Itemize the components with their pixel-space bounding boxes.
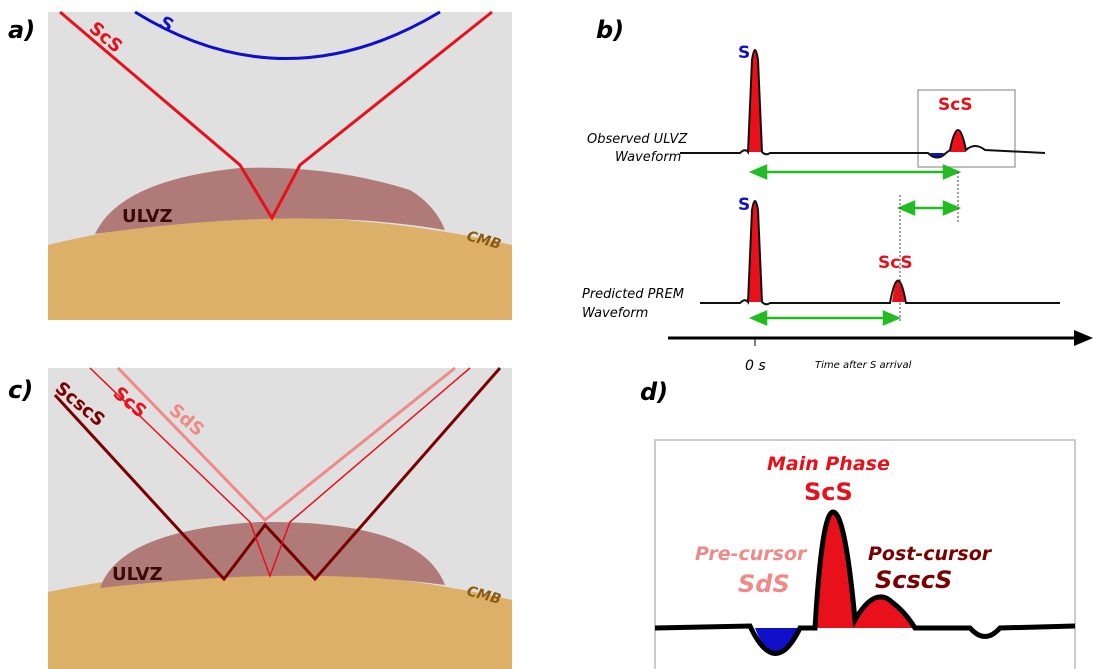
zone-label: ULVZ — [112, 564, 163, 585]
arrows — [752, 166, 958, 324]
page: a) S ScS ULVZ CMB c) ScscS ScS SdS ULVZ … — [0, 0, 1093, 669]
panel-label: d) — [640, 378, 668, 406]
axis-arrow — [1074, 330, 1093, 346]
phase-label: S — [738, 43, 750, 63]
axis-origin: 0 s — [745, 358, 766, 374]
panel-label: a) — [8, 16, 35, 44]
panel-label: b) — [596, 16, 624, 44]
zone-label: ULVZ — [122, 206, 173, 227]
core — [48, 218, 512, 321]
post-title: Post-cursor — [868, 543, 993, 565]
caption: Predicted PREM — [582, 287, 684, 302]
main-phase: ScS — [804, 478, 853, 506]
figure: a) S ScS ULVZ CMB c) ScscS ScS SdS ULVZ … — [0, 0, 1093, 669]
phase-label: ScS — [938, 95, 973, 115]
pulse-fill — [748, 201, 905, 302]
pre-phase: SdS — [738, 570, 790, 598]
caption: Observed ULVZ — [587, 132, 688, 147]
pre-title: Pre-cursor — [695, 543, 808, 565]
phase-label: S — [738, 195, 750, 215]
caption: Waveform — [582, 306, 648, 321]
panel-label: c) — [8, 376, 33, 404]
axis-label: Time after S arrival — [815, 360, 912, 371]
phase-label: ScS — [878, 253, 913, 273]
pulse-fill — [748, 50, 966, 152]
observed-waveform — [680, 50, 1045, 158]
caption: Waveform — [615, 150, 681, 165]
main-title: Main Phase — [767, 453, 890, 475]
post-phase: ScscS — [875, 566, 952, 594]
